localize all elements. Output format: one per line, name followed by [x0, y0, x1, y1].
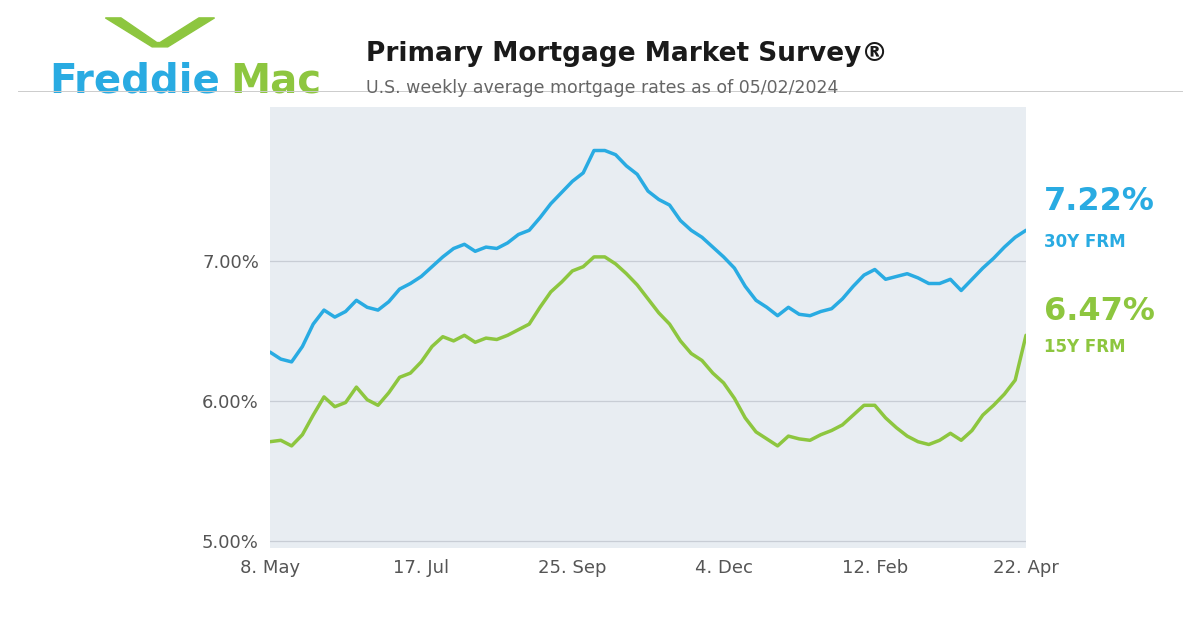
- Text: Primary Mortgage Market Survey®: Primary Mortgage Market Survey®: [366, 41, 888, 67]
- Text: U.S. weekly average mortgage rates as of 05/02/2024: U.S. weekly average mortgage rates as of…: [366, 79, 839, 97]
- Polygon shape: [106, 18, 215, 47]
- Text: 30Y FRM: 30Y FRM: [1044, 232, 1126, 251]
- Text: Freddie: Freddie: [49, 61, 220, 101]
- Text: Mac: Mac: [230, 61, 322, 101]
- Text: 15Y FRM: 15Y FRM: [1044, 338, 1126, 356]
- Text: 7.22%: 7.22%: [1044, 186, 1154, 217]
- Text: 6.47%: 6.47%: [1044, 296, 1154, 327]
